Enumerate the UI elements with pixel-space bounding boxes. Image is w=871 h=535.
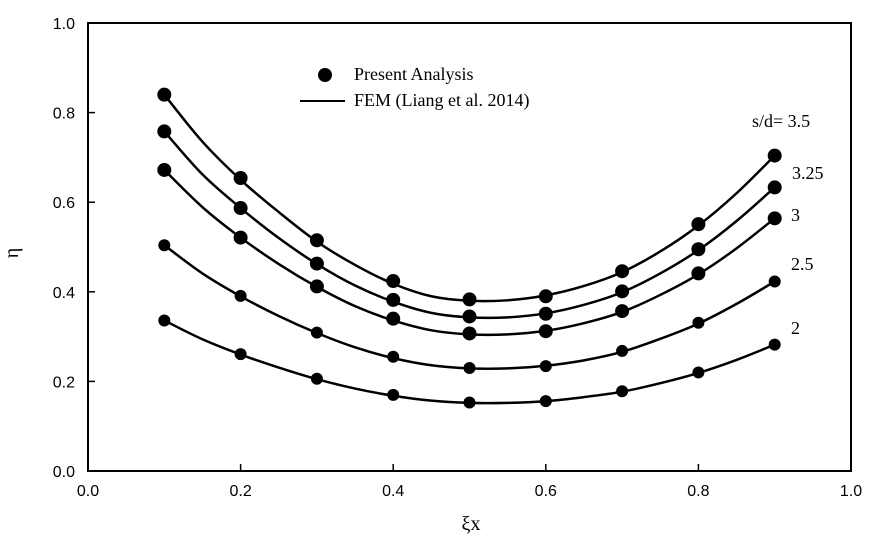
- x-tick-label: 0.4: [382, 483, 404, 500]
- data-point: [538, 289, 553, 304]
- data-point: [691, 242, 706, 257]
- data-point: [767, 148, 782, 163]
- data-point: [157, 87, 172, 102]
- data-point: [691, 266, 706, 281]
- x-tick-label: 0.2: [229, 483, 251, 500]
- data-point: [309, 256, 324, 271]
- x-tick-label: 0.0: [77, 483, 99, 500]
- x-tick-label: 1.0: [840, 483, 862, 500]
- axis-ticks: 0.0 0.2 0.4 0.6 0.8 1.0 0.0 0.2 0.4 0.6 0.8 1.0: [53, 16, 862, 500]
- y-tick-label: 0.8: [53, 106, 75, 123]
- data-point: [691, 217, 706, 232]
- data-point: [462, 292, 477, 307]
- data-point: [386, 292, 401, 307]
- data-point: [462, 326, 477, 341]
- data-point: [538, 306, 553, 321]
- data-point: [234, 348, 247, 361]
- data-point: [233, 171, 248, 186]
- series-labels: s/d= 3.5 3.25 3 2.5 2: [752, 111, 824, 338]
- plot-area: [87, 22, 852, 472]
- data-point: [767, 180, 782, 195]
- data-point: [387, 388, 400, 401]
- y-tick-label: 0.6: [53, 195, 75, 212]
- data-point: [615, 284, 630, 299]
- data-point: [768, 338, 781, 351]
- data-point: [767, 211, 782, 226]
- series-label-3.25: 3.25: [792, 163, 824, 183]
- data-point: [616, 344, 629, 357]
- data-point: [616, 385, 629, 398]
- data-point: [539, 395, 552, 408]
- data-point: [386, 311, 401, 326]
- data-point: [615, 264, 630, 279]
- x-tick-label: 0.6: [535, 483, 557, 500]
- data-point: [463, 396, 476, 409]
- data-point: [463, 361, 476, 374]
- legend-markers-label: Present Analysis: [354, 64, 474, 84]
- data-point: [538, 324, 553, 339]
- y-tick-label: 0.0: [53, 464, 75, 481]
- y-axis-label: η: [1, 248, 23, 258]
- data-point: [157, 162, 172, 177]
- data-point: [692, 316, 705, 329]
- y-tick-label: 0.2: [53, 374, 75, 391]
- data-point: [157, 124, 172, 139]
- series-label-3: 3: [791, 205, 800, 225]
- data-point: [387, 350, 400, 363]
- series-label-2: 2: [791, 318, 800, 338]
- data-point: [234, 289, 247, 302]
- legend-line-label: FEM (Liang et al. 2014): [354, 90, 529, 111]
- data-point: [615, 304, 630, 319]
- data-point: [310, 372, 323, 385]
- data-point: [158, 239, 171, 252]
- x-tick-label: 0.8: [687, 483, 709, 500]
- series-label-3.5: s/d= 3.5: [752, 111, 810, 131]
- y-tick-label: 1.0: [53, 16, 75, 33]
- data-point: [539, 360, 552, 373]
- data-point: [233, 201, 248, 216]
- data-point: [309, 279, 324, 294]
- data-point: [158, 314, 171, 327]
- legend: Present Analysis FEM (Liang et al. 2014): [300, 64, 529, 111]
- data-point: [309, 233, 324, 248]
- data-point: [462, 309, 477, 324]
- y-tick-label: 0.4: [53, 285, 75, 302]
- legend-marker: [318, 68, 332, 82]
- x-axis-label: ξx: [462, 513, 481, 535]
- data-point: [692, 366, 705, 379]
- series-label-2.5: 2.5: [791, 254, 814, 274]
- data-point: [768, 275, 781, 288]
- data-point: [310, 326, 323, 339]
- data-point: [233, 230, 248, 245]
- data-point: [386, 274, 401, 289]
- series-group: [157, 87, 782, 409]
